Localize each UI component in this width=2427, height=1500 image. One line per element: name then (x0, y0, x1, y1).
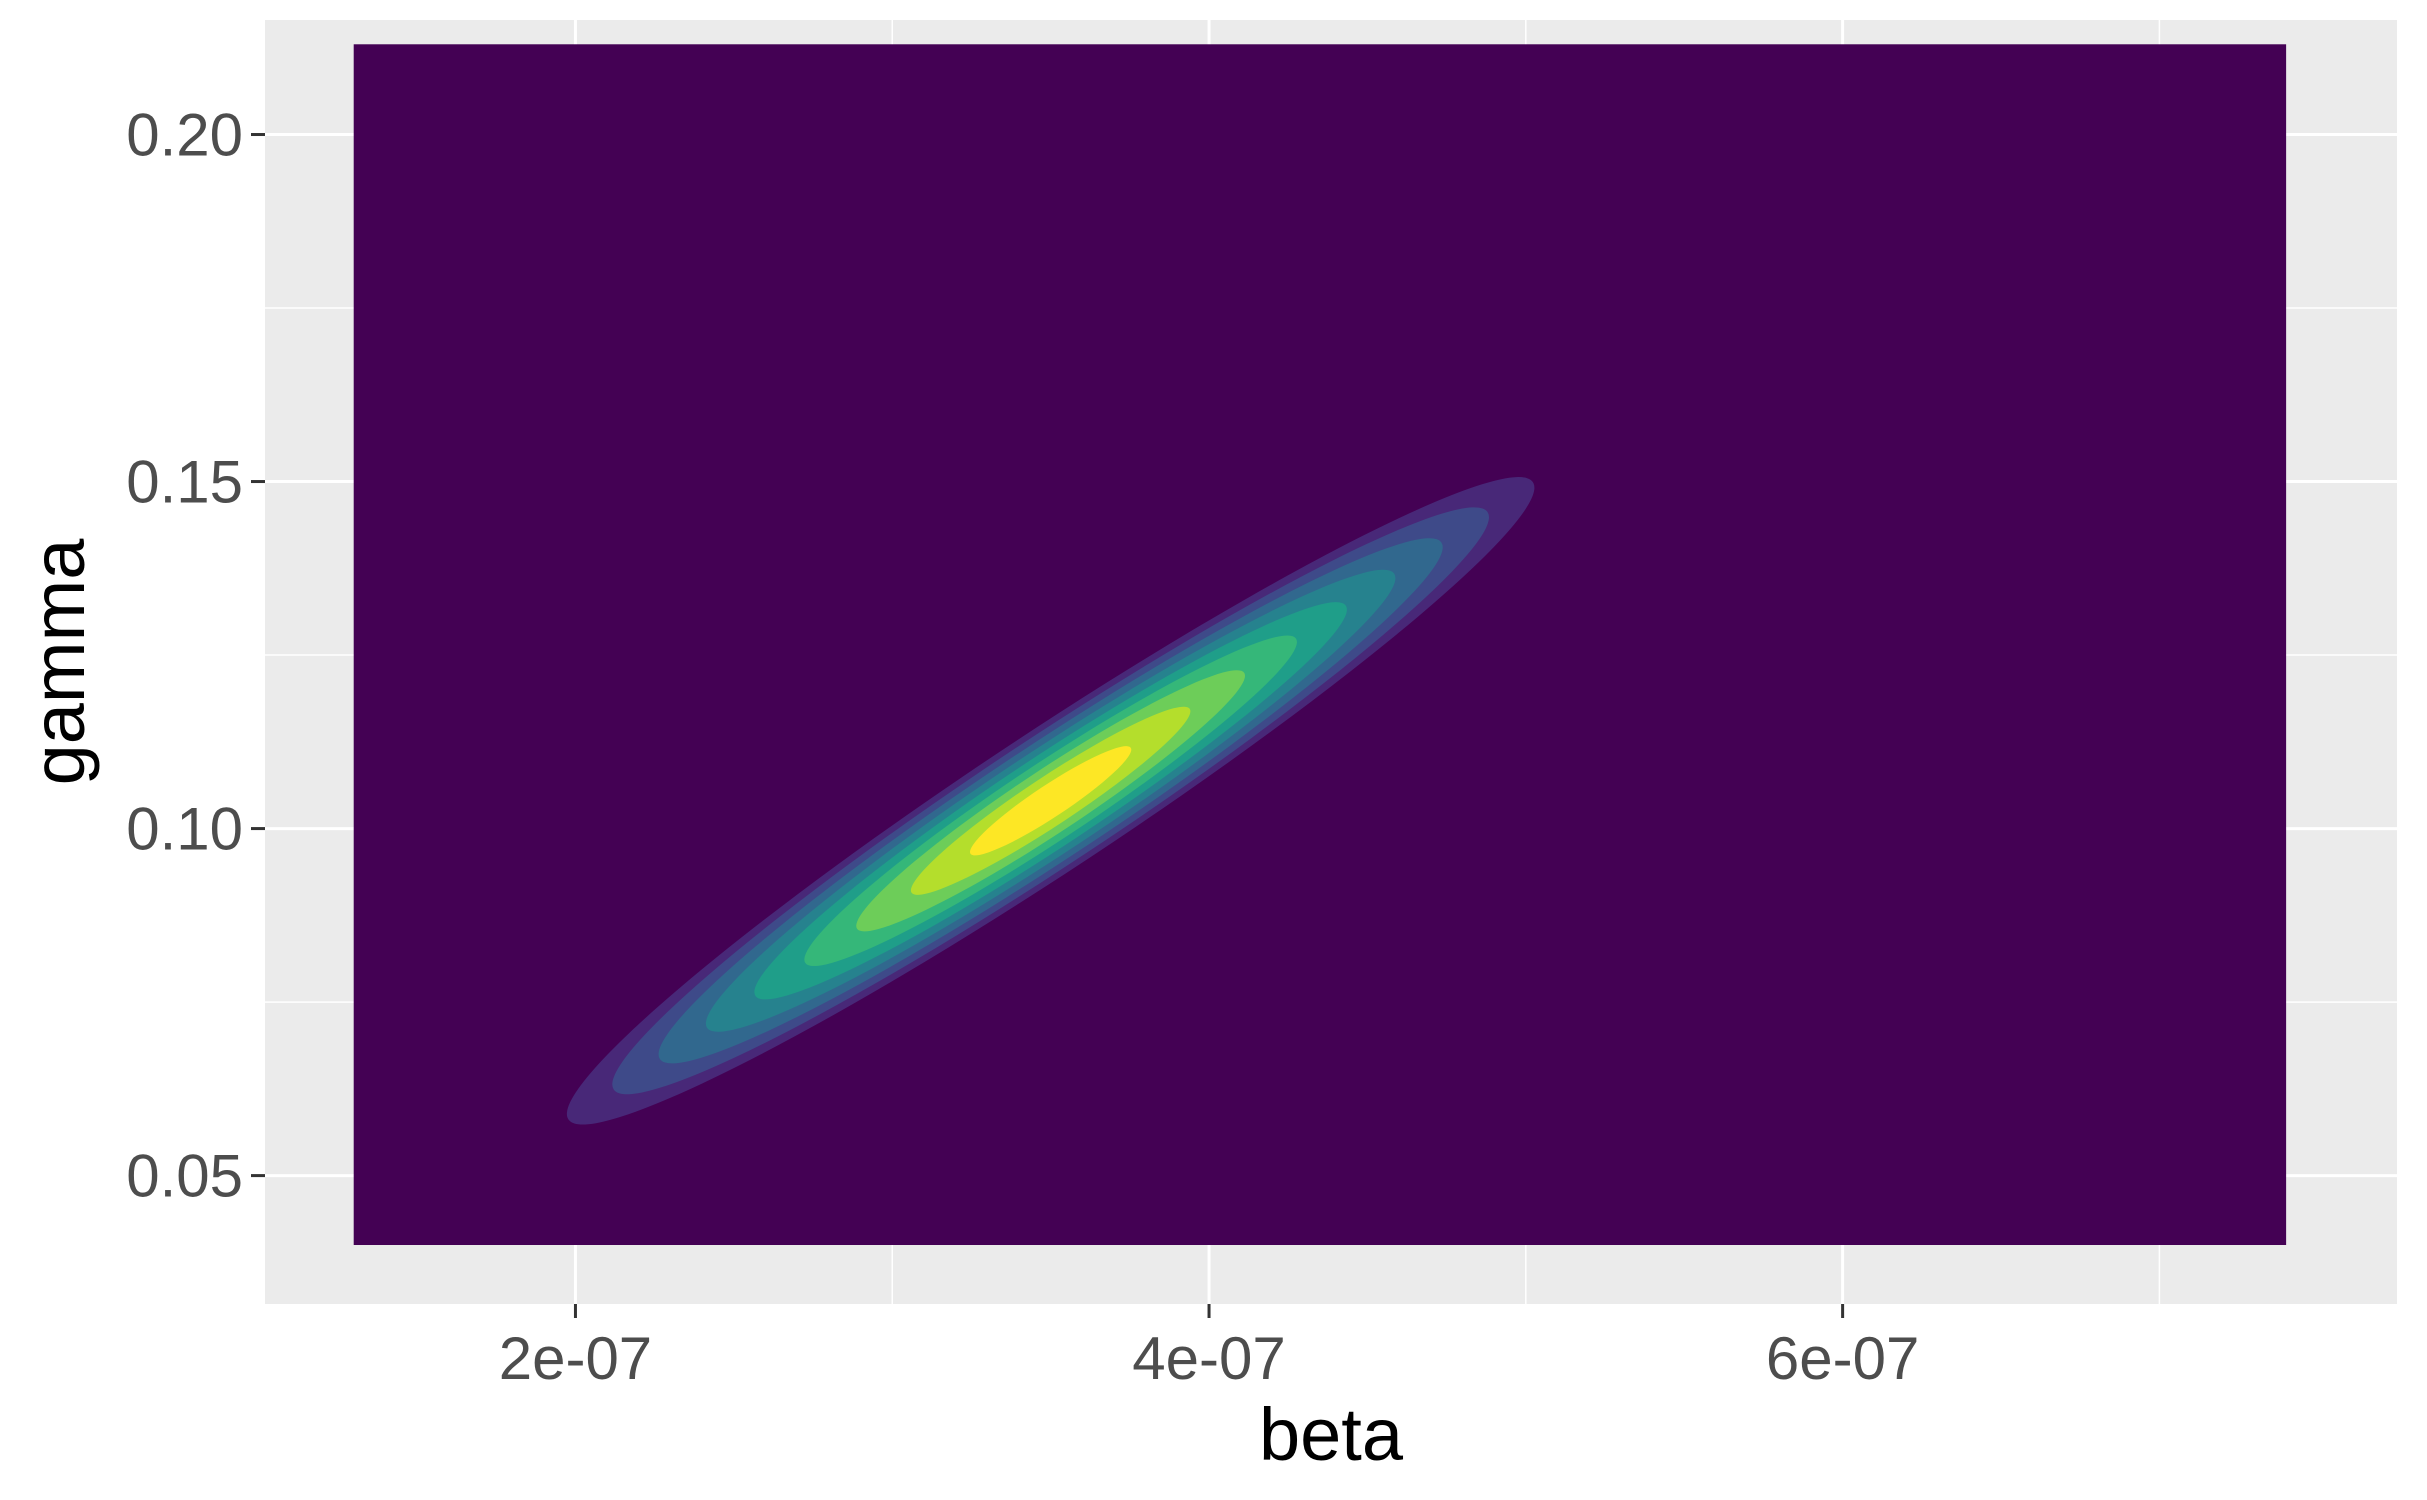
axis-ticks (251, 133, 1845, 1318)
density-layer (353, 44, 2287, 1246)
x-tick-label: 6e-07 (1766, 1325, 1919, 1392)
density-level-9 (970, 746, 1132, 856)
y-tick-label: 0.05 (126, 1143, 243, 1210)
x-tick-label: 2e-07 (499, 1325, 652, 1392)
x-tick-label: 4e-07 (1132, 1325, 1285, 1392)
y-tick-label: 0.15 (126, 449, 243, 516)
y-axis-title: gamma (17, 538, 100, 786)
x-axis-title: beta (1259, 1393, 1404, 1476)
axis-tick-labels: 2e-07 4e-07 6e-07 0.05 0.10 0.15 0.20 (126, 102, 1919, 1392)
y-tick-label: 0.20 (126, 102, 243, 169)
y-tick-label: 0.10 (126, 796, 243, 863)
